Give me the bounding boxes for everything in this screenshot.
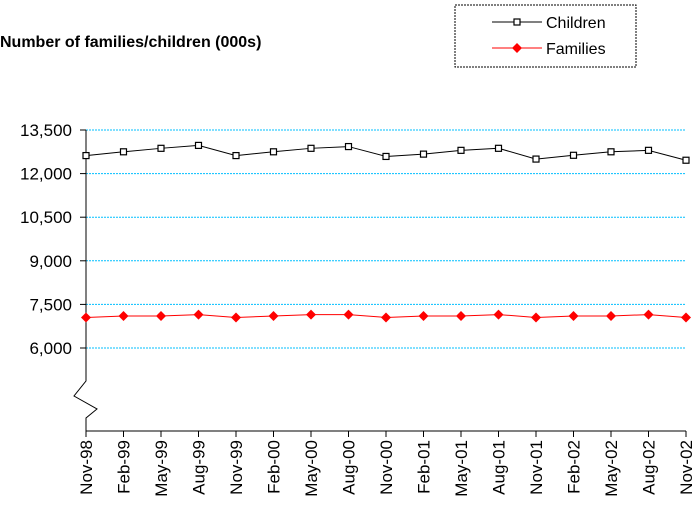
- data-point-families: [81, 312, 91, 323]
- data-point-children: [157, 144, 165, 152]
- y-tick-label: 12,000: [20, 165, 72, 184]
- data-point-families: [193, 309, 204, 320]
- data-point-families: [231, 312, 241, 323]
- data-point-children: [82, 151, 90, 160]
- data-point-families: [643, 309, 654, 320]
- y-tick-label: 7,500: [29, 295, 72, 314]
- y-tick-label: 9,000: [29, 252, 72, 271]
- x-axis-ticks: Nov-98 Feb-99 May-99 Aug-99 Nov-99 Feb-00 May-…: [77, 431, 696, 497]
- data-point-families: [418, 311, 429, 322]
- data-point-children: [382, 152, 390, 161]
- x-tick-label: May-01: [452, 440, 471, 497]
- data-point-children: [194, 141, 203, 150]
- x-tick-label: Nov-98: [77, 440, 96, 495]
- x-tick-label: Nov-01: [527, 440, 546, 495]
- legend-marker-families: [512, 43, 522, 53]
- data-point-families: [343, 309, 354, 320]
- data-point-families: [156, 311, 166, 322]
- data-point-children: [419, 150, 428, 158]
- x-tick-label: Aug-99: [190, 440, 209, 495]
- x-tick-label: Feb-02: [565, 440, 584, 494]
- x-tick-label: May-00: [302, 440, 321, 497]
- data-point-families: [268, 311, 279, 322]
- data-point-families: [306, 309, 316, 320]
- x-tick-label: May-99: [152, 440, 171, 497]
- data-point-families: [606, 311, 616, 322]
- x-tick-label: Nov-99: [227, 440, 246, 495]
- data-point-children: [569, 151, 578, 159]
- data-point-children: [457, 146, 465, 154]
- data-point-children: [607, 148, 615, 156]
- x-tick-label: Feb-01: [415, 440, 434, 494]
- y-axis-line: [73, 130, 98, 431]
- data-point-children: [494, 144, 503, 152]
- data-point-families: [568, 311, 579, 322]
- legend-label-families: Families: [546, 41, 606, 58]
- legend: Children Families: [454, 4, 637, 68]
- series-group: [81, 141, 691, 323]
- y-axis-ticks: 6,000 7,500 9,000 10,500 12,000 13,500: [20, 121, 86, 358]
- data-point-children: [307, 144, 315, 152]
- x-tick-label: Feb-00: [265, 440, 284, 494]
- data-point-children: [344, 142, 353, 151]
- chart-title: Number of families/children (000s): [0, 34, 261, 51]
- data-point-families: [531, 312, 541, 323]
- x-tick-label: Nov-00: [377, 440, 396, 495]
- y-tick-label: 6,000: [29, 339, 72, 358]
- data-point-children: [232, 151, 240, 160]
- data-point-children: [532, 155, 540, 163]
- legend-marker-children: [513, 18, 521, 26]
- data-point-children: [119, 148, 128, 156]
- x-tick-label: Feb-99: [115, 440, 134, 494]
- data-point-families: [456, 311, 466, 322]
- x-tick-label: Aug-00: [340, 440, 359, 495]
- x-tick-label: Nov-02: [677, 440, 696, 495]
- legend-box: [454, 4, 637, 68]
- x-tick-label: May-02: [602, 440, 621, 497]
- data-point-families: [681, 312, 691, 323]
- legend-label-children: Children: [546, 15, 606, 32]
- y-tick-label: 13,500: [20, 121, 72, 140]
- y-tick-label: 10,500: [20, 208, 72, 227]
- data-point-children: [682, 156, 690, 164]
- gridlines: [86, 129, 686, 349]
- x-tick-label: Aug-02: [640, 440, 659, 495]
- data-point-children: [269, 148, 278, 156]
- data-point-families: [381, 312, 391, 323]
- data-point-children: [644, 146, 653, 154]
- x-tick-label: Aug-01: [490, 440, 509, 495]
- data-point-families: [493, 309, 504, 320]
- data-point-families: [118, 311, 129, 322]
